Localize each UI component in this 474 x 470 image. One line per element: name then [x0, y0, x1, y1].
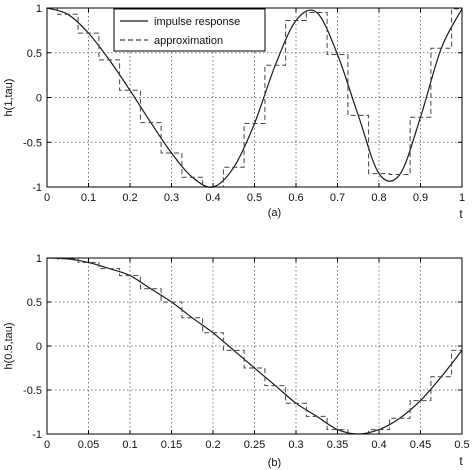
panel-b: 0 0.05 0.1 0.15 0.2 0.25 0.3 0.35 0.4 0.45 0.5 1 0.5…: [3, 253, 470, 469]
axes-frame: [46, 7, 463, 188]
x-tick-label: 0.2: [122, 192, 137, 204]
y-tick-label: 0.5: [27, 48, 42, 60]
y-axis-label: h(1,tau): [3, 79, 15, 117]
x-tick-label: 0.45: [410, 439, 431, 451]
panel-caption: (b): [268, 457, 281, 469]
y-tick-label: 0: [36, 341, 42, 353]
y-tick-label: -1: [32, 429, 42, 441]
series-impulse-response-line: [46, 257, 463, 435]
x-tick-label: 0.25: [244, 439, 265, 451]
x-tick-label: 0.2: [205, 439, 220, 451]
y-tick-label: 1: [36, 3, 42, 15]
x-tick-label: 0.3: [164, 192, 179, 204]
legend-label: approximation: [154, 35, 223, 47]
x-tick-label: 0: [44, 192, 50, 204]
y-tick-label: -0.5: [23, 385, 42, 397]
panel-caption: (a): [268, 207, 281, 219]
y-tick-label: 0: [36, 93, 42, 105]
x-axis-label: t: [459, 207, 463, 221]
axes-frame: [46, 257, 463, 435]
x-tick-label: 0.9: [413, 192, 428, 204]
x-tick-label: 0.35: [327, 439, 348, 451]
y-tick-label: -1: [32, 182, 42, 194]
y-tick-label: 0.5: [27, 297, 42, 309]
x-tick-label: 0.1: [81, 192, 96, 204]
y-tick-label: 1: [36, 253, 42, 265]
series-approximation-line: [47, 257, 462, 435]
x-tick-label: 0.8: [371, 192, 386, 204]
y-tick-label: -0.5: [23, 137, 42, 149]
x-tick-label: 0.6: [288, 192, 303, 204]
legend-label: impulse response: [154, 16, 240, 28]
x-tick-label: 0.4: [205, 192, 220, 204]
legend-box: [113, 8, 266, 52]
y-axis-label: h(0.5,tau): [3, 322, 15, 369]
x-tick-label: 0.05: [78, 439, 99, 451]
panel-a: 0 0.1 0.2 0.3 0.4 0.5 0.6 0.7 0.8 0.9 1 1 0.5 0 -0.5 -1…: [3, 3, 465, 221]
x-tick-label: 0.5: [454, 439, 469, 451]
x-tick-label: 0.15: [161, 439, 182, 451]
x-tick-label: 0.3: [288, 439, 303, 451]
x-tick-label: 0.5: [247, 192, 262, 204]
x-tick-label: 0.1: [122, 439, 137, 451]
x-tick-label: 0.7: [330, 192, 345, 204]
x-axis-label: t: [459, 454, 463, 468]
x-tick-label: 1: [459, 192, 465, 204]
series-approximation-line: [47, 7, 462, 188]
x-tick-label: 0.4: [371, 439, 386, 451]
x-tick-label: 0: [44, 439, 50, 451]
